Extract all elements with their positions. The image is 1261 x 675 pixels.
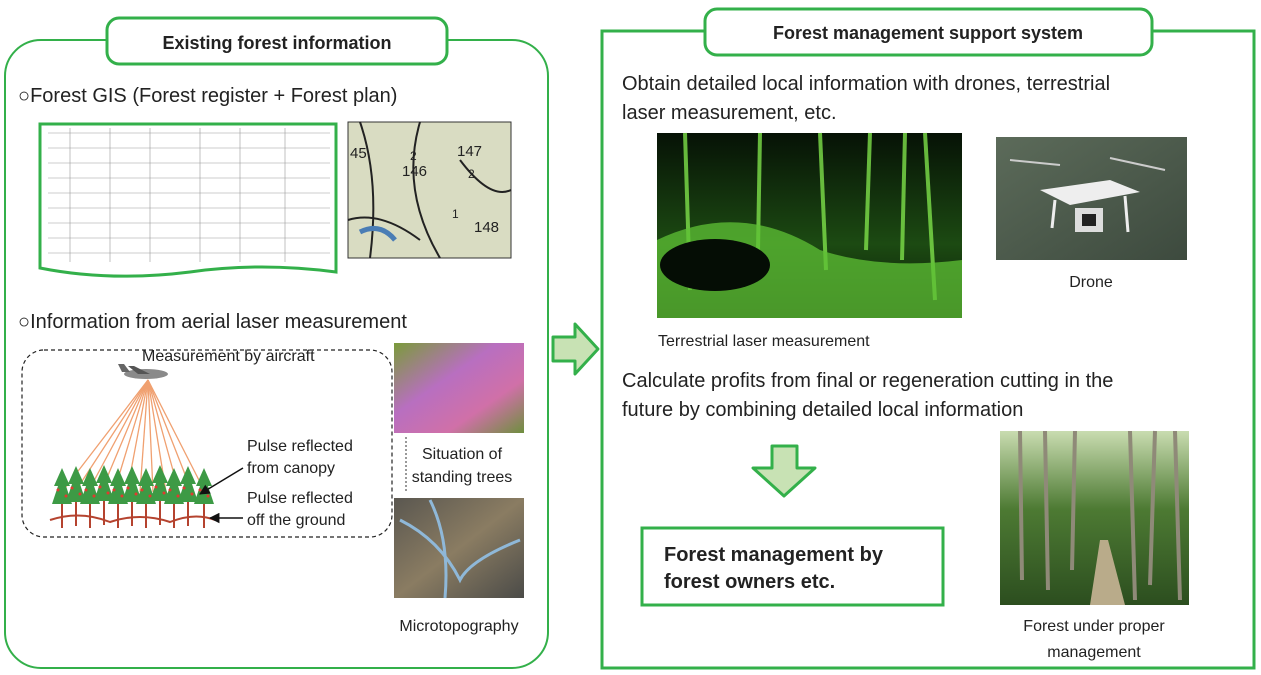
right-title-box <box>703 7 1154 57</box>
obtain-text: Obtain detailed local information with d… <box>622 73 1110 95</box>
result-box <box>640 526 945 607</box>
drone-image <box>996 137 1187 260</box>
trees-caption: Situation of <box>422 446 503 463</box>
aerial-heading: ○Information from aerial laser measureme… <box>18 311 407 333</box>
standing-trees-image <box>394 343 524 433</box>
trees-caption: standing trees <box>412 469 513 486</box>
plan-map: 45 146 147 148 2 2 1 <box>347 121 512 259</box>
map-label: 146 <box>402 163 427 180</box>
down-arrow <box>751 444 817 498</box>
forest-image <box>1000 430 1189 605</box>
lidar-caption: Terrestrial laser measurement <box>658 333 870 350</box>
ground-label: Pulse reflected <box>247 490 353 507</box>
canopy-label: from canopy <box>247 460 335 477</box>
register-table <box>38 122 338 278</box>
canopy-label: Pulse reflected <box>247 438 353 455</box>
calculate-text: Calculate profits from final or regenera… <box>622 370 1113 392</box>
map-label: 2 <box>468 167 475 181</box>
drone-caption: Drone <box>1069 274 1113 291</box>
map-label: 45 <box>350 145 367 162</box>
topo-caption: Microtopography <box>399 618 518 635</box>
obtain-text: laser measurement, etc. <box>622 102 837 124</box>
gis-heading: ○Forest GIS (Forest register + Forest pl… <box>18 85 397 107</box>
forest-caption: management <box>1047 644 1141 661</box>
map-label: 1 <box>452 207 459 221</box>
result-text: Forest management by <box>664 544 884 566</box>
map-label: 148 <box>474 219 499 236</box>
map-label: 147 <box>457 143 482 160</box>
microtopography-image <box>394 498 524 599</box>
flow-arrow <box>551 322 600 376</box>
canopy-arrow <box>199 467 244 495</box>
forest-caption: Forest under proper <box>1023 618 1165 635</box>
trees <box>49 465 216 528</box>
lidar-image <box>657 132 962 318</box>
aircraft-label: Measurement by aircraft <box>142 348 315 365</box>
map-label: 2 <box>410 149 417 163</box>
result-text: forest owners etc. <box>664 571 835 593</box>
left-title-box <box>105 16 449 66</box>
aerial-frame <box>21 349 393 538</box>
ground-label: off the ground <box>247 512 345 529</box>
left-title: Existing forest information <box>162 33 391 53</box>
calculate-text: future by combining detailed local infor… <box>622 399 1023 421</box>
right-title: Forest management support system <box>773 23 1083 43</box>
aircraft <box>118 364 168 379</box>
